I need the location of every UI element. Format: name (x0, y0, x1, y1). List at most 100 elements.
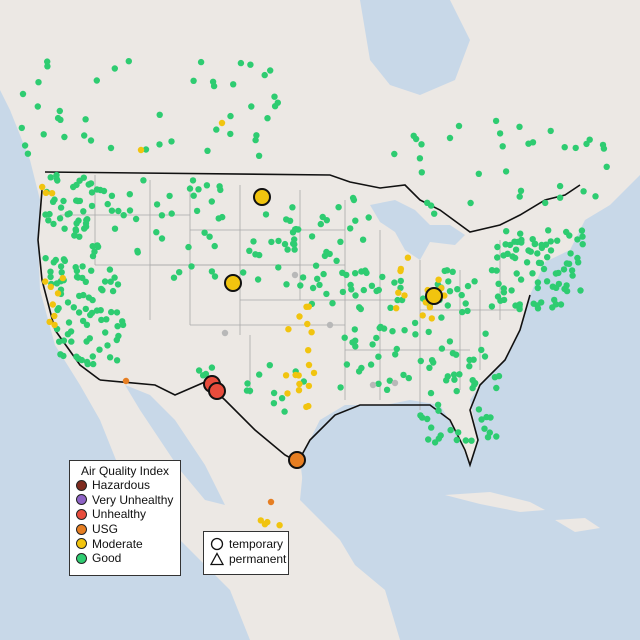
station-marker[interactable] (508, 287, 515, 294)
station-marker[interactable] (47, 268, 54, 275)
station-marker[interactable] (70, 304, 78, 311)
station-marker[interactable] (379, 273, 386, 281)
station-marker[interactable] (419, 312, 426, 319)
station-marker[interactable] (64, 299, 72, 306)
station-marker[interactable] (452, 351, 460, 358)
station-marker[interactable] (561, 285, 568, 293)
station-marker[interactable] (190, 192, 197, 199)
station-marker[interactable] (158, 235, 166, 242)
station-marker[interactable] (321, 252, 329, 260)
station-marker[interactable] (552, 301, 560, 308)
station-marker[interactable] (166, 192, 173, 200)
station-marker[interactable] (61, 225, 68, 232)
station-marker[interactable] (94, 242, 101, 249)
station-marker[interactable] (48, 190, 56, 197)
station-marker[interactable] (482, 330, 489, 337)
station-marker[interactable] (561, 144, 568, 151)
station-marker[interactable] (82, 305, 90, 313)
station-marker[interactable] (438, 314, 445, 321)
station-marker[interactable] (552, 270, 560, 277)
station-marker[interactable] (262, 211, 270, 218)
station-marker[interactable] (296, 380, 303, 388)
station-marker[interactable] (401, 292, 408, 299)
station-marker[interactable] (556, 182, 564, 190)
station-marker[interactable] (365, 214, 372, 221)
station-marker[interactable] (512, 246, 520, 253)
station-marker[interactable] (73, 267, 81, 275)
station-marker[interactable] (418, 141, 425, 148)
station-marker[interactable] (454, 286, 461, 293)
station-marker[interactable] (204, 147, 211, 154)
station-marker[interactable] (46, 318, 53, 326)
station-marker[interactable] (475, 170, 482, 177)
station-marker[interactable] (34, 103, 41, 110)
station-marker[interactable] (93, 307, 101, 314)
station-marker[interactable] (176, 269, 183, 276)
station-marker[interactable] (19, 90, 27, 98)
station-marker[interactable] (211, 273, 219, 280)
station-marker[interactable] (495, 372, 503, 380)
station-marker[interactable] (453, 387, 460, 395)
station-marker[interactable] (395, 289, 402, 296)
station-marker[interactable] (195, 367, 203, 374)
station-marker[interactable] (111, 274, 118, 281)
station-marker[interactable] (462, 437, 469, 444)
station-marker[interactable] (101, 278, 109, 285)
station-marker[interactable] (405, 374, 412, 382)
station-marker[interactable] (291, 226, 299, 233)
station-marker[interactable] (478, 346, 485, 354)
station-marker[interactable] (542, 199, 549, 207)
station-marker[interactable] (208, 364, 216, 371)
station-marker[interactable] (341, 334, 348, 341)
station-marker[interactable] (603, 163, 610, 170)
station-marker[interactable] (534, 250, 541, 257)
station-marker[interactable] (434, 401, 442, 408)
station-marker[interactable] (126, 207, 134, 214)
station-marker[interactable] (79, 274, 86, 282)
station-marker[interactable] (54, 306, 61, 314)
station-marker[interactable] (358, 364, 365, 372)
station-marker[interactable] (516, 193, 523, 200)
station-marker[interactable] (569, 272, 576, 279)
station-marker[interactable] (455, 429, 462, 436)
station-marker[interactable] (444, 373, 451, 380)
station-marker[interactable] (271, 93, 278, 100)
station-marker[interactable] (201, 229, 208, 236)
station-marker[interactable] (86, 335, 94, 342)
station-marker[interactable] (185, 243, 192, 251)
station-marker[interactable] (256, 251, 263, 259)
station-marker[interactable] (252, 136, 259, 144)
station-marker[interactable] (106, 354, 114, 361)
station-marker[interactable] (111, 225, 119, 232)
station-marker[interactable] (35, 79, 42, 86)
station-marker[interactable] (60, 256, 68, 263)
station-marker[interactable] (261, 71, 268, 79)
station-marker[interactable] (435, 407, 442, 414)
station-marker[interactable] (211, 242, 218, 250)
station-marker[interactable] (529, 270, 536, 277)
station-marker[interactable] (84, 360, 91, 368)
station-marker[interactable] (427, 389, 435, 397)
station-marker[interactable] (337, 238, 344, 245)
station-marker[interactable] (153, 229, 160, 236)
station-marker[interactable] (203, 182, 211, 189)
station-marker[interactable] (450, 371, 458, 378)
station-marker[interactable] (248, 103, 255, 110)
station-marker[interactable] (391, 379, 399, 387)
station-marker[interactable] (560, 266, 568, 273)
station-marker[interactable] (446, 134, 454, 142)
station-marker[interactable] (80, 208, 87, 215)
station-marker[interactable] (216, 183, 223, 190)
station-marker[interactable] (500, 289, 508, 296)
station-marker[interactable] (494, 243, 501, 251)
station-marker[interactable] (393, 345, 400, 353)
station-marker[interactable] (308, 329, 315, 336)
station-marker[interactable] (65, 319, 73, 326)
station-marker[interactable] (412, 135, 420, 143)
station-marker[interactable] (368, 282, 376, 289)
station-marker[interactable] (393, 305, 400, 312)
station-marker[interactable] (44, 63, 51, 70)
station-marker[interactable] (495, 280, 502, 287)
station-marker[interactable] (71, 232, 78, 239)
station-marker[interactable] (253, 132, 260, 139)
